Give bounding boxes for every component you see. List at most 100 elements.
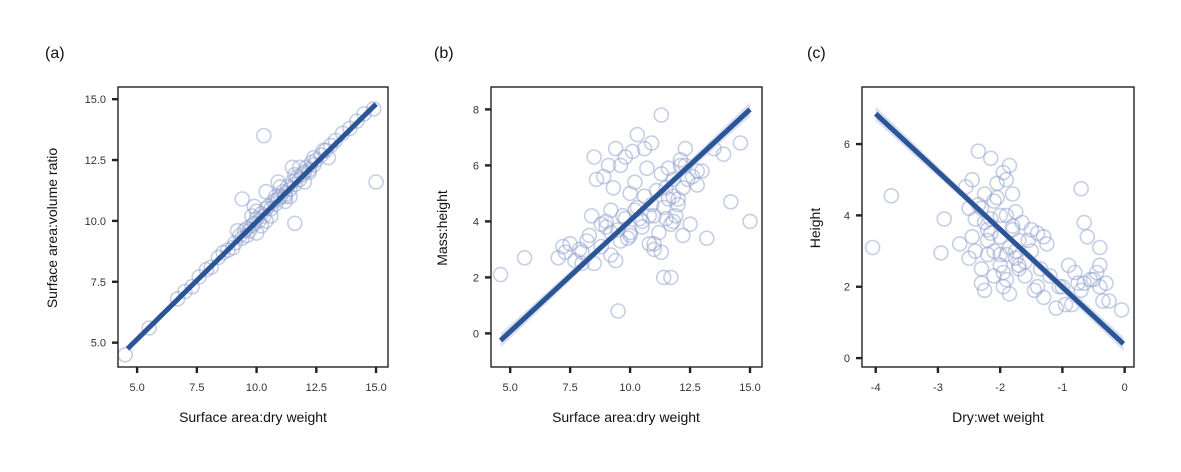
panel-c-point (1092, 257, 1108, 274)
panel-b-xtick-label: 15.0 (739, 382, 760, 394)
panel-b-point (607, 140, 624, 157)
panel-b-label: (b) (434, 45, 454, 62)
panel-c-point (1004, 218, 1021, 234)
panel-c-xtick-label: -4 (871, 382, 881, 394)
panel-c-xtick-label: -2 (995, 382, 1005, 394)
panel-c-point (979, 221, 996, 238)
panel-c-point (1101, 293, 1117, 309)
panel-b-point (653, 107, 670, 123)
panel-b-point (586, 149, 602, 165)
panel-b-point (715, 146, 732, 162)
panel-a-point (368, 174, 384, 190)
panel-c-point (976, 282, 993, 299)
panel-c-point (1026, 282, 1043, 299)
panel-a-point (141, 320, 157, 336)
panel-c-point (1048, 300, 1064, 316)
panel-a-ylabel: Surface area:volume ratio (44, 148, 60, 309)
panel-b-ytick-label: 8 (473, 104, 479, 116)
panel-a-xtick-label: 12.5 (306, 382, 327, 394)
panel-a-label: (a) (45, 45, 65, 62)
panel-b-point (660, 160, 677, 176)
panel-b-point (555, 238, 571, 255)
panel-c-point (1073, 282, 1089, 299)
panel-c-point (1004, 186, 1021, 202)
panel-b-ytick-label: 4 (473, 216, 479, 228)
panel-b-point (593, 238, 610, 255)
panel-b-point (665, 213, 682, 230)
panel-c-xtick-label: 0 (1122, 382, 1128, 394)
panel-b-point (593, 216, 610, 232)
panel-b-point (675, 227, 691, 244)
panel-b-point (672, 152, 689, 168)
panel-a-frame (117, 86, 389, 368)
panel-c-point (1092, 239, 1108, 256)
panel-b-point (600, 157, 617, 174)
panel-b-point (655, 269, 672, 286)
panel-c-point (1067, 264, 1083, 281)
panel-b-point (636, 188, 653, 204)
panel-c-ylabel: Height (807, 208, 823, 249)
panel-c-point (989, 175, 1005, 192)
panel-b-plot-area (492, 102, 758, 348)
panel-a-xlabel: Surface area:dry weight (179, 409, 327, 425)
panel-b-xtick-label: 7.5 (562, 382, 577, 394)
panel-c-point (1029, 278, 1046, 295)
panel-b-point (607, 252, 624, 269)
panel-b-point (605, 180, 622, 196)
panel-b-point (670, 196, 686, 213)
panel-a-ytick-label: 10.0 (85, 216, 106, 228)
panel-a-point (365, 101, 382, 117)
panel-b-point (588, 171, 605, 188)
panel-c-regression-line (873, 111, 1126, 346)
panel-c-point (982, 150, 999, 167)
panel-a-point (270, 174, 286, 190)
panel-b-point (663, 269, 679, 286)
panel-b-point (627, 174, 643, 190)
panel-b-frame (490, 86, 763, 368)
panel-b-point (722, 194, 739, 210)
panel-b-xtick-label: 12.5 (679, 382, 700, 394)
panel-c-point (1035, 289, 1052, 306)
panel-b-point (562, 236, 578, 252)
panel-b-point (682, 216, 698, 232)
panel-b: (b) Surface area:dry weight Mass:height … (434, 45, 763, 425)
panel-b-point (624, 143, 641, 160)
panel-a-point (291, 159, 308, 176)
panel-c-point (998, 171, 1015, 188)
panel-a-point (277, 188, 294, 205)
panel-c-point (951, 236, 968, 252)
panel-b-xtick-label: 5.0 (503, 382, 518, 394)
panel-b-point (622, 224, 638, 241)
panel-c-point (1001, 286, 1018, 302)
panel-a-xtick-label: 5.0 (129, 382, 144, 394)
panel-c-point (1039, 236, 1055, 252)
panel-b-ytick-label: 2 (473, 272, 479, 284)
panel-b-point (581, 227, 598, 244)
panel-a-xtick-label: 7.5 (189, 382, 204, 394)
panel-b-point (643, 135, 660, 151)
panel-b-ytick-label: 6 (473, 160, 479, 172)
panel-c-point (1095, 293, 1111, 309)
panel-c-point (936, 211, 953, 227)
panel-c-ytick-label: 6 (844, 139, 850, 151)
panel-b-point (689, 163, 706, 179)
panel-c-point (1088, 264, 1105, 281)
panel-a-point (248, 225, 265, 241)
panel-c-xtick-label: -3 (933, 382, 943, 394)
panel-b-point (610, 303, 626, 319)
panel-b-ylabel: Mass:height (434, 190, 450, 266)
panel-a-ytick-label: 5.0 (91, 338, 106, 350)
panel-c-point (1042, 268, 1058, 284)
panel-c-point (1035, 229, 1052, 245)
panel-c-point (1073, 180, 1089, 197)
panel-b-point (742, 213, 758, 230)
panel-b-point (603, 247, 619, 263)
panel-c: (c) Dry:wet weight Height -4 -3 -2 -1 0 0 2 4 6 (807, 45, 1135, 425)
panel-c-plot-area (864, 106, 1130, 351)
panel-b-point (492, 266, 509, 283)
panel-c-ytick-label: 2 (844, 282, 850, 294)
panel-a-ytick-label: 7.5 (91, 277, 106, 289)
panel-b-point (646, 236, 662, 252)
panel-b-point (612, 157, 629, 174)
